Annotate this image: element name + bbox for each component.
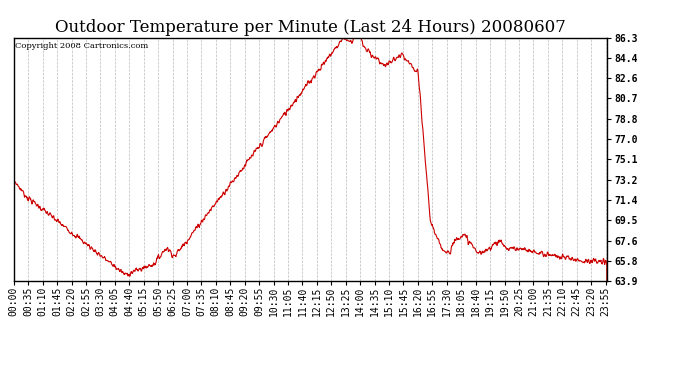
- Title: Outdoor Temperature per Minute (Last 24 Hours) 20080607: Outdoor Temperature per Minute (Last 24 …: [55, 19, 566, 36]
- Text: Copyright 2008 Cartronics.com: Copyright 2008 Cartronics.com: [15, 42, 148, 50]
